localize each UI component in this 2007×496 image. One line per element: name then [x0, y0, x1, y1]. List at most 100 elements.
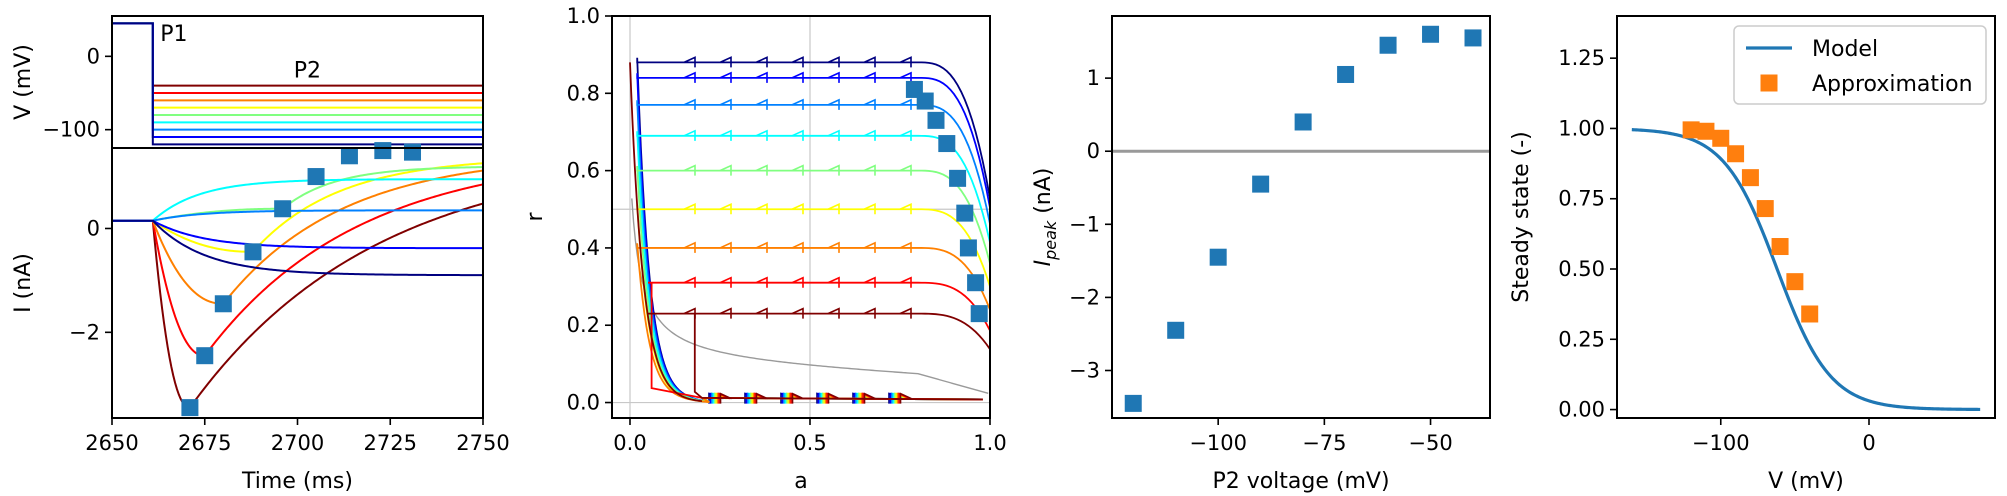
- x-tick-label: 2650: [85, 431, 138, 455]
- y-tick-label: 0.4: [567, 236, 600, 260]
- y-tick-label: −3: [1069, 358, 1100, 382]
- annotation-p2: P2: [294, 59, 321, 84]
- y-tick-label: 0.50: [1558, 257, 1605, 281]
- x-axis-label: V (mV): [1768, 469, 1844, 494]
- x-tick-label: 0.5: [793, 431, 826, 455]
- trajectory-arrow: [791, 98, 804, 110]
- phase-trajectory: [636, 164, 990, 404]
- state-marker: [916, 92, 934, 110]
- y-tick-label: 0.75: [1558, 187, 1605, 211]
- y-axis-label: Ipeak (nA): [1031, 168, 1060, 267]
- x-tick-label: 1.0: [973, 431, 1006, 455]
- peak-current-point: [1337, 65, 1355, 83]
- x-axis-label: P2 voltage (mV): [1212, 469, 1389, 494]
- trajectory-arrow: [755, 241, 768, 253]
- approximation-point: [1786, 273, 1804, 291]
- y-tick-label: −2: [1069, 285, 1100, 309]
- x-tick-label: 2700: [271, 431, 324, 455]
- trajectory-arrow: [827, 71, 840, 83]
- y-tick-label: 1.0: [567, 4, 600, 28]
- state-marker: [949, 169, 967, 187]
- trajectory-arrow: [827, 276, 840, 288]
- peak-marker: [181, 399, 199, 417]
- trajectory-arrow: [755, 129, 768, 141]
- y-tick-label: 1: [1087, 66, 1100, 90]
- annotation-p1: P1: [160, 22, 187, 47]
- trajectory-arrow: [863, 203, 876, 215]
- peak-marker: [244, 243, 262, 261]
- peak-current-point: [1464, 29, 1482, 47]
- trajectory-arrow: [719, 307, 732, 319]
- trajectory-arrow: [755, 276, 768, 288]
- state-marker: [967, 274, 985, 292]
- current-trace: [112, 169, 483, 305]
- y-tick-label: 0.25: [1558, 327, 1605, 351]
- peak-marker: [374, 142, 392, 160]
- peak-marker: [307, 168, 325, 186]
- peak-marker: [340, 147, 358, 165]
- x-tick-label: −75: [1302, 431, 1346, 455]
- decay-curve: [629, 62, 703, 403]
- trajectory-arrow: [863, 276, 876, 288]
- trajectory-arrow: [683, 276, 696, 288]
- trajectory-arrow: [791, 164, 804, 176]
- steady-axes-frame: [1616, 15, 1996, 419]
- y-tick-label: 0: [87, 216, 100, 240]
- approximation-point: [1801, 305, 1819, 323]
- trajectory-line: [636, 100, 990, 403]
- approximation-point: [1697, 122, 1715, 140]
- state-marker: [938, 135, 956, 153]
- current-subplot: 0 −2 2650 2675 2700 2725 2750 I (nA) Time (ms): [11, 142, 510, 494]
- legend-approximation-label: Approximation: [1812, 72, 1973, 97]
- trajectory-arrow: [755, 98, 768, 110]
- y-tick-label: −100: [42, 118, 100, 142]
- peak-current-point: [1124, 394, 1142, 412]
- trajectory-arrow: [791, 276, 804, 288]
- y-axis-label: Steady state (-): [1509, 131, 1534, 302]
- x-tick-label: 0: [1862, 431, 1875, 455]
- trajectory-line: [648, 281, 990, 401]
- approximation-point: [1727, 145, 1745, 163]
- current-trace: [112, 202, 483, 409]
- y-axis-label: r: [523, 212, 548, 222]
- phase-trajectory: [636, 98, 990, 404]
- peak-current-point: [1294, 113, 1312, 131]
- voltage-trace: [112, 22, 483, 146]
- y-tick-label: −2: [69, 320, 100, 344]
- approximation-point: [1741, 169, 1759, 187]
- trajectory-arrow: [791, 203, 804, 215]
- trajectory-arrow: [791, 71, 804, 83]
- state-marker: [970, 305, 988, 323]
- trajectory-arrow: [863, 71, 876, 83]
- trajectory-arrow: [683, 56, 696, 68]
- current-axes-frame: [111, 147, 484, 419]
- trajectory-arrow: [755, 71, 768, 83]
- x-tick-label: −100: [1692, 431, 1750, 455]
- trajectory-arrow: [791, 129, 804, 141]
- trajectory-arrow: [719, 241, 732, 253]
- current-traces: [112, 162, 483, 409]
- peak-marker: [274, 200, 292, 218]
- peak-marker: [196, 347, 214, 365]
- panel-peak-current: −100 −75 −50 1 0 −1 −2 −3 P2 voltage (mV) Ipeak (…: [1031, 15, 1491, 494]
- approximation-point: [1712, 129, 1730, 147]
- y-tick-label: 0: [1087, 139, 1100, 163]
- x-tick-label: −50: [1408, 431, 1452, 455]
- legend-box: [1733, 25, 1987, 105]
- trajectory-arrow: [827, 392, 840, 404]
- peak-current-point: [1167, 321, 1185, 339]
- y-tick-label: 0.6: [567, 159, 600, 183]
- trajectory-arrow: [899, 71, 912, 83]
- trajectory-arrow: [863, 129, 876, 141]
- phase-trajectory: [636, 203, 990, 404]
- trajectory-arrow: [683, 164, 696, 176]
- current-trace: [112, 166, 483, 222]
- y-tick-label: 0.00: [1558, 398, 1605, 422]
- current-trace: [112, 219, 483, 277]
- trajectory-arrow: [863, 56, 876, 68]
- trajectory-arrow: [899, 392, 912, 404]
- phase-plane-content: [612, 16, 990, 418]
- trajectory-arrow: [827, 98, 840, 110]
- phase-axes-frame: [611, 15, 991, 419]
